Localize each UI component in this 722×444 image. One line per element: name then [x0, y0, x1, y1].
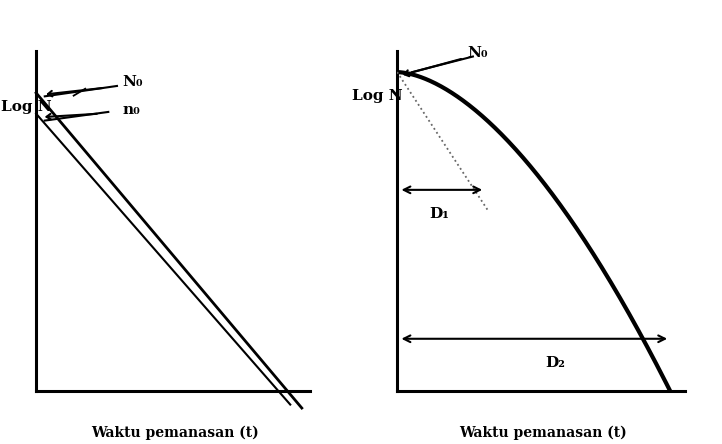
Text: N₀: N₀ [467, 46, 487, 60]
Text: D₁: D₁ [430, 207, 450, 221]
Text: Waktu pemanasan (t): Waktu pemanasan (t) [91, 425, 258, 440]
Text: Log N: Log N [1, 100, 52, 114]
Text: N₀: N₀ [123, 75, 143, 90]
Text: Log N: Log N [352, 89, 402, 103]
Text: n₀: n₀ [123, 103, 141, 117]
Text: D₂: D₂ [545, 356, 565, 370]
Text: Waktu pemanasan (t): Waktu pemanasan (t) [458, 425, 627, 440]
